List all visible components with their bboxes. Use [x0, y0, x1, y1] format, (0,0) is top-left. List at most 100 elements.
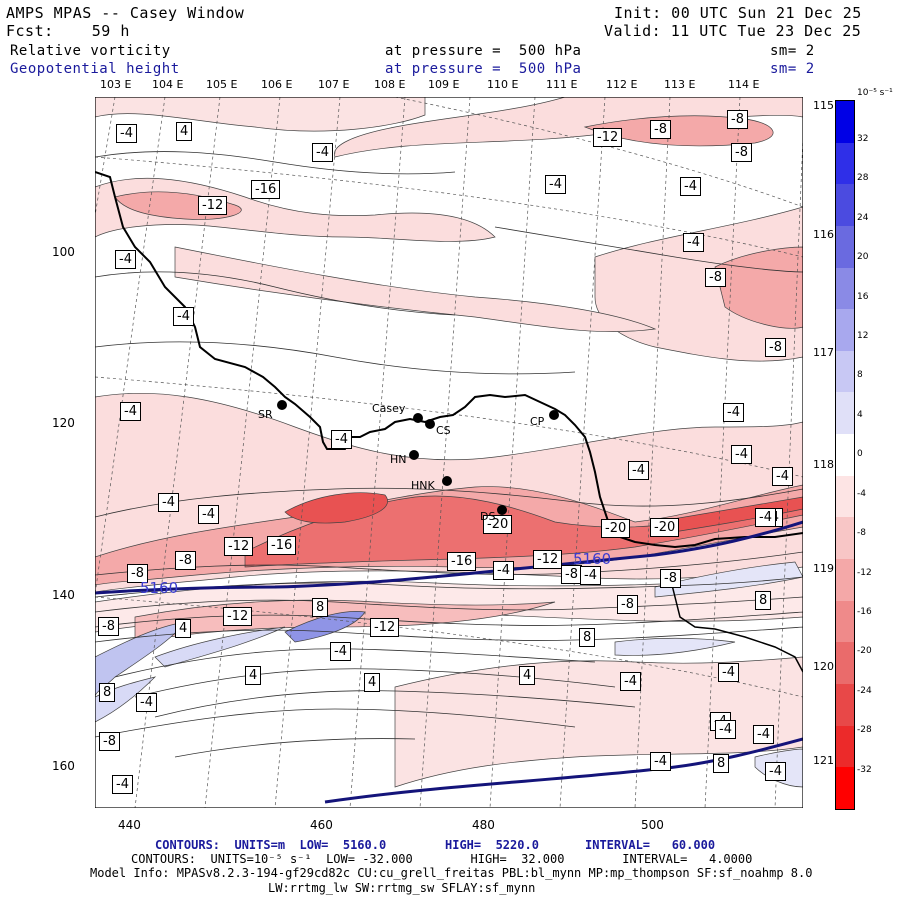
colorbar-label: 24 — [857, 213, 869, 223]
contour-label: -8 — [98, 617, 119, 636]
height-contour-label: 5160 — [140, 579, 179, 597]
contour-label: -4 — [718, 663, 739, 682]
contour-label: 4 — [364, 673, 381, 692]
contour-label: -4 — [683, 233, 704, 252]
contour-label: -4 — [772, 467, 793, 486]
colorbar-swatch — [836, 683, 854, 726]
longitude-label: 113 E — [664, 78, 696, 91]
station-label: CS — [436, 424, 451, 437]
contour-label: 8 — [713, 754, 730, 773]
station-label: Casey — [372, 402, 406, 415]
contour-label: -4 — [198, 505, 219, 524]
contour-label: -12 — [224, 537, 254, 556]
contour-label: -8 — [127, 564, 148, 583]
contour-label: -4 — [136, 693, 157, 712]
colorbar-label: -16 — [857, 607, 872, 617]
contour-label: 4 — [175, 619, 192, 638]
y-tick-label: 140 — [52, 588, 75, 602]
contour-label: -4 — [765, 762, 786, 781]
contour-label: 4 — [245, 666, 262, 685]
field2-smooth: sm= 2 — [770, 61, 815, 77]
contour-label: -20 — [601, 519, 631, 538]
colorbar-swatch — [836, 725, 854, 768]
contour-label: 4 — [519, 666, 536, 685]
x-tick-label: 440 — [118, 818, 141, 832]
contour-label: -12 — [223, 607, 253, 626]
contour-label: -4 — [112, 775, 133, 794]
contour-label: -4 — [331, 430, 352, 449]
longitude-label: 111 E — [546, 78, 578, 91]
field1-name: Relative vorticity — [10, 43, 171, 59]
longitude-label: 107 E — [318, 78, 350, 91]
colorbar-units: 10⁻⁵ s⁻¹ — [857, 88, 893, 98]
contour-label: -4 — [173, 307, 194, 326]
contour-label: -4 — [650, 752, 671, 771]
contour-label: 8 — [312, 598, 329, 617]
contour-label: 8 — [579, 628, 596, 647]
colorbar-label: 28 — [857, 173, 869, 183]
colorbar-swatch — [836, 434, 854, 476]
contour-label: -16 — [251, 180, 281, 199]
contour-label: -8 — [650, 120, 671, 139]
field1-level: at pressure = 500 hPa — [385, 43, 582, 59]
contour-label: -8 — [175, 551, 196, 570]
station-dot — [442, 476, 452, 486]
contour-label: -4 — [755, 508, 776, 527]
vorticity-contours — [95, 151, 803, 758]
footer-radiation-info: LW:rrtmg_lw SW:rrtmg_sw SFLAY:sf_mynn — [268, 881, 536, 895]
colorbar-label: -20 — [857, 646, 872, 656]
colorbar-label: -32 — [857, 765, 872, 775]
valid-time: Valid: 11 UTC Tue 23 Dec 25 — [604, 22, 862, 40]
colorbar-swatch — [836, 559, 854, 601]
contour-label: -8 — [727, 110, 748, 129]
station-dot — [413, 413, 423, 423]
contour-label: -8 — [99, 732, 120, 751]
colorbar-label: -8 — [857, 528, 866, 538]
contour-label: -4 — [116, 124, 137, 143]
contour-label: -20 — [650, 518, 680, 537]
colorbar-label: 0 — [857, 449, 863, 459]
contour-label: -4 — [580, 566, 601, 585]
longitude-label: 114 E — [728, 78, 760, 91]
contour-label: -8 — [765, 338, 786, 357]
init-time: Init: 00 UTC Sun 21 Dec 25 — [614, 4, 862, 22]
colorbar-swatch — [836, 475, 854, 518]
x-tick-label: 460 — [310, 818, 333, 832]
colorbar-swatch — [836, 309, 854, 351]
colorbar-label: -24 — [857, 686, 872, 696]
vorticity-fill-strong — [244, 492, 803, 568]
height-contour-label: 5160 — [573, 550, 612, 568]
longitude-label: 108 E — [374, 78, 406, 91]
contour-label: -4 — [493, 561, 514, 580]
station-dot — [409, 450, 419, 460]
colorbar-label: 16 — [857, 292, 869, 302]
footer-model-info: Model Info: MPASv8.2.3-194-gf29cd82c CU:… — [90, 866, 813, 880]
footer-height-units: CONTOURS: UNITS=m LOW= 5160.0 — [155, 838, 387, 852]
colorbar-label: -4 — [857, 489, 866, 499]
y-tick-label: 100 — [52, 245, 75, 259]
field2-level: at pressure = 500 hPa — [385, 61, 582, 77]
contour-label: -8 — [561, 565, 582, 584]
colorbar-swatch — [836, 392, 854, 435]
contour-label: 8 — [755, 591, 772, 610]
contour-label: -4 — [715, 720, 736, 739]
field1-smooth: sm= 2 — [770, 43, 815, 59]
colorbar-swatch — [836, 225, 854, 268]
field2-name: Geopotential height — [10, 61, 180, 77]
contour-label: -4 — [620, 672, 641, 691]
coastline-south — [669, 576, 803, 673]
x-tick-label: 500 — [641, 818, 664, 832]
station-dot — [497, 505, 507, 515]
contour-label: -4 — [330, 642, 351, 661]
forecast-hour: Fcst: 59 h — [6, 22, 130, 40]
contour-label: -12 — [593, 128, 623, 147]
longitude-label: 106 E — [261, 78, 293, 91]
colorbar-swatch — [836, 767, 854, 809]
station-label: HNK — [411, 479, 435, 492]
colorbar-label: 12 — [857, 331, 869, 341]
longitude-label: 112 E — [606, 78, 638, 91]
colorbar-label: -12 — [857, 568, 872, 578]
contour-label: 4 — [176, 122, 193, 141]
product-title: AMPS MPAS -- Casey Window — [6, 4, 245, 22]
contour-label: -4 — [120, 402, 141, 421]
